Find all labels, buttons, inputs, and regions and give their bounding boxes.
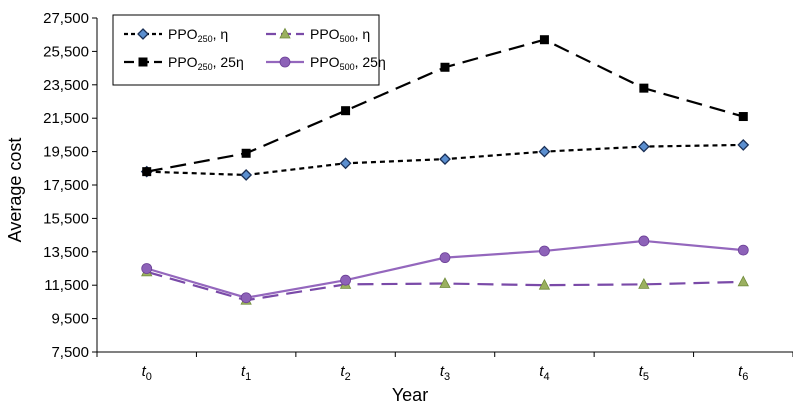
legend-label: PPO500, η <box>310 26 370 44</box>
legend-item-1: PPO250, 25η <box>124 54 244 72</box>
data-point <box>440 62 450 72</box>
series-layer <box>140 35 750 305</box>
axes: 7,500 9,500 11,500 13,500 15,500 17,500 19,500… <box>43 10 793 383</box>
data-point <box>339 157 352 170</box>
legend-swatch-marker <box>279 27 291 39</box>
legend-swatch-marker <box>138 57 148 67</box>
legend-item-2: PPO500, η <box>266 26 370 44</box>
x-tick-label: t1 <box>241 363 251 383</box>
data-point <box>240 169 253 181</box>
x-tick-label: t0 <box>142 363 152 383</box>
data-point <box>439 277 451 288</box>
data-point <box>637 140 650 153</box>
legend-swatch-marker <box>279 56 291 68</box>
y-tick-label: 9,500 <box>51 311 89 328</box>
data-point <box>638 278 650 289</box>
data-point <box>439 252 451 264</box>
data-point <box>142 167 152 177</box>
data-point <box>241 148 251 158</box>
y-tick-label: 19,500 <box>43 144 89 161</box>
data-point <box>639 83 649 93</box>
legend-box <box>112 14 380 86</box>
series-line <box>146 239 744 299</box>
data-point <box>737 139 750 151</box>
legend-swatch-marker <box>137 28 149 40</box>
series-1 <box>142 35 748 177</box>
legend-label: PPO250, 25η <box>168 54 244 72</box>
y-tick-label: 7,500 <box>51 344 89 361</box>
x-tick-label: t4 <box>539 363 549 383</box>
y-tick-label: 11,500 <box>44 277 89 294</box>
legend-label: PPO500, 25η <box>310 54 386 72</box>
data-point <box>737 244 749 256</box>
series-2 <box>141 265 749 305</box>
data-point <box>538 278 551 290</box>
y-tick-label: 13,500 <box>43 244 89 261</box>
x-tick-label: t2 <box>340 363 350 383</box>
series-0 <box>140 139 750 181</box>
data-point <box>240 292 252 304</box>
data-point <box>638 235 650 247</box>
x-tick-label: t3 <box>440 363 450 383</box>
data-point <box>439 153 451 166</box>
series-3 <box>141 235 749 304</box>
legend-item-0: PPO250, η <box>124 26 228 44</box>
data-point <box>141 263 153 274</box>
data-point <box>538 145 551 158</box>
data-point <box>738 112 748 122</box>
data-point <box>340 274 351 286</box>
x-tick-label: t6 <box>738 363 748 383</box>
data-point <box>539 245 550 257</box>
y-tick-label: 15,500 <box>43 210 89 227</box>
x-axis-title: Year <box>392 385 428 405</box>
x-tick-label: t5 <box>639 363 649 383</box>
legend-label: PPO250, η <box>168 26 228 44</box>
data-point <box>341 106 351 116</box>
y-tick-label: 21,500 <box>43 110 89 127</box>
legend: PPO250, η PPO250, 25η PPO500, η PPO500, 25η <box>112 14 386 86</box>
y-tick-label: 25,500 <box>43 43 89 60</box>
y-tick-label: 27,500 <box>43 10 89 27</box>
legend-item-3: PPO500, 25η <box>266 54 386 72</box>
data-point <box>539 35 549 45</box>
data-point <box>737 275 749 287</box>
y-tick-label: 17,500 <box>43 177 89 194</box>
y-axis-title: Average cost <box>5 138 25 243</box>
y-tick-label: 23,500 <box>43 77 89 94</box>
